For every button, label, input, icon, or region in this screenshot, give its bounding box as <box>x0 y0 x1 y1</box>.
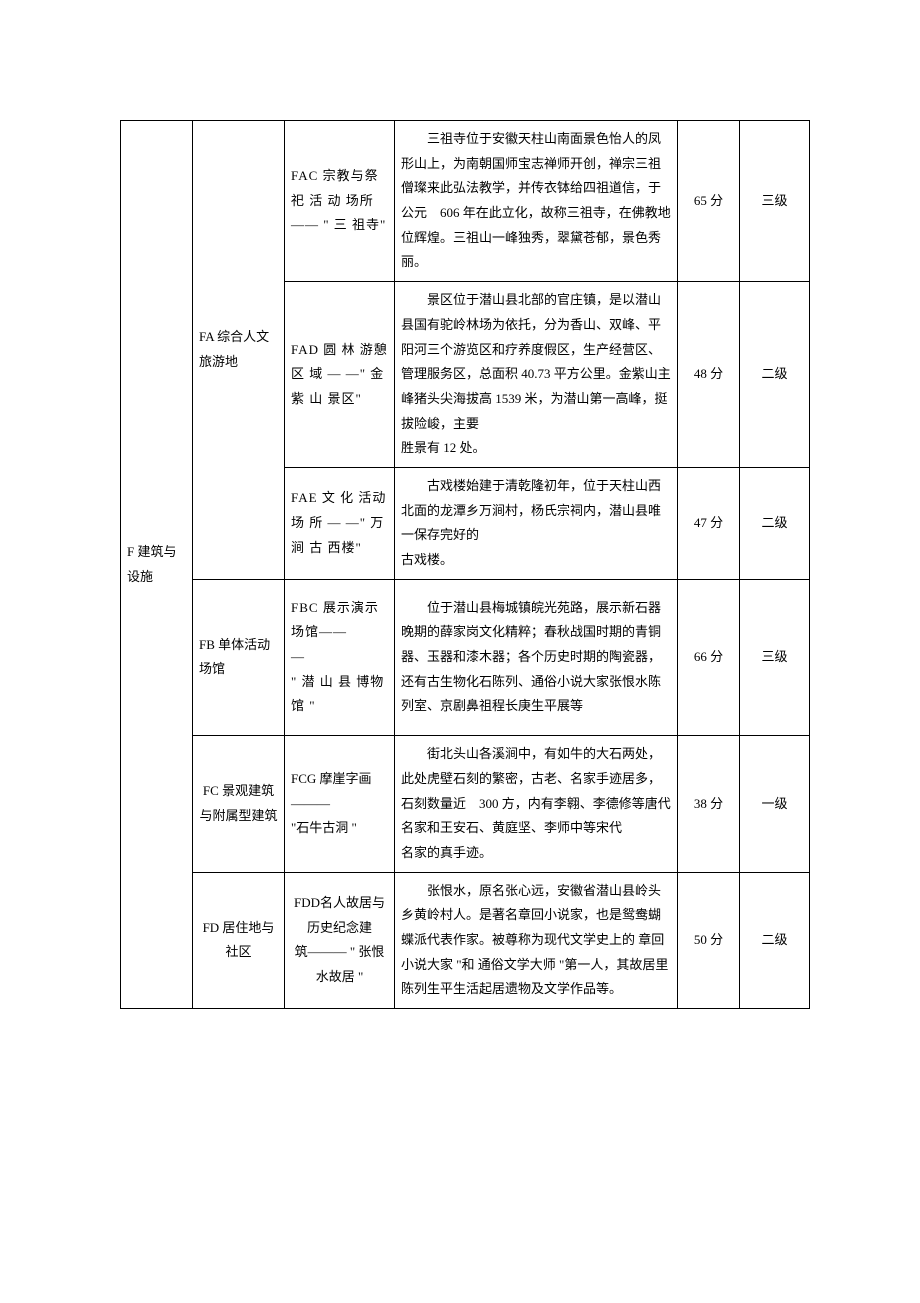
desc-text: 三祖寺位于安徽天柱山南面景色怡人的凤形山上，为南朝国师宝志禅师开创，禅宗三祖僧璨… <box>401 131 671 269</box>
cell-description: 三祖寺位于安徽天柱山南面景色怡人的凤形山上，为南朝国师宝志禅师开创，禅宗三祖僧璨… <box>395 121 678 282</box>
cell-grade: 一级 <box>740 736 810 872</box>
score-text: 38 分 <box>694 796 723 811</box>
cell-code: FAD 圆 林 游憩 区 域 — —" 金 紫 山 景区" <box>285 282 395 468</box>
cell-code: FDD名人故居与历史纪念建筑——— " 张恨水故居 " <box>285 872 395 1008</box>
resource-table: F 建筑与设施 FA 综合人文旅游地 FAC 宗教与祭 祀 活 动 场所—— "… <box>120 120 810 1009</box>
cell-code: FBC 展示演示场馆———" 潜 山 县 博物馆 " <box>285 579 395 735</box>
code-label: FAE 文 化 活动 场 所 — —" 万 涧 古 西楼" <box>291 490 386 554</box>
table-row: FD 居住地与社区 FDD名人故居与历史纪念建筑——— " 张恨水故居 " 张恨… <box>121 872 810 1008</box>
cell-description: 位于潜山县梅城镇皖光苑路，展示新石器晚期的薛家岗文化精粹；春秋战国时期的青铜器、… <box>395 579 678 735</box>
cell-grade: 三级 <box>740 579 810 735</box>
cell-grade: 三级 <box>740 121 810 282</box>
document-page: F 建筑与设施 FA 综合人文旅游地 FAC 宗教与祭 祀 活 动 场所—— "… <box>0 0 920 1069</box>
cell-description: 张恨水，原名张心远，安徽省潜山县岭头乡黄岭村人。是著名章回小说家，也是鸳鸯蝴蝶派… <box>395 872 678 1008</box>
cell-main-category: F 建筑与设施 <box>121 121 193 1009</box>
code-label: FCG 摩崖字画———"石牛古洞 " <box>291 771 372 835</box>
code-label: FAC 宗教与祭 祀 活 动 场所—— " 三 祖寺" <box>291 168 386 232</box>
grade-text: 三级 <box>761 649 787 664</box>
desc-text: 街北头山各溪涧中，有如牛的大石两处，此处虎壁石刻的繁密，古老、名家手迹居多，石刻… <box>401 746 671 860</box>
cell-score: 47 分 <box>678 467 740 579</box>
grade-text: 二级 <box>761 932 787 947</box>
score-text: 66 分 <box>694 649 723 664</box>
cell-code: FCG 摩崖字画———"石牛古洞 " <box>285 736 395 872</box>
cell-score: 38 分 <box>678 736 740 872</box>
main-label: F 建筑与设施 <box>127 544 176 584</box>
cell-grade: 二级 <box>740 872 810 1008</box>
sub-label: FB 单体活动场馆 <box>199 637 270 677</box>
cell-sub-category: FA 综合人文旅游地 <box>193 121 285 580</box>
cell-sub-category: FC 景观建筑与附属型建筑 <box>193 736 285 872</box>
grade-text: 二级 <box>761 366 787 381</box>
score-text: 65 分 <box>694 193 723 208</box>
cell-score: 65 分 <box>678 121 740 282</box>
cell-code: FAE 文 化 活动 场 所 — —" 万 涧 古 西楼" <box>285 467 395 579</box>
cell-description: 古戏楼始建于清乾隆初年，位于天柱山西北面的龙潭乡万涧村，杨氏宗祠内，潜山县唯一保… <box>395 467 678 579</box>
desc-text: 古戏楼始建于清乾隆初年，位于天柱山西北面的龙潭乡万涧村，杨氏宗祠内，潜山县唯一保… <box>401 478 661 567</box>
table-row: FC 景观建筑与附属型建筑 FCG 摩崖字画———"石牛古洞 " 街北头山各溪涧… <box>121 736 810 872</box>
cell-score: 50 分 <box>678 872 740 1008</box>
desc-text: 景区位于潜山县北部的官庄镇，是以潜山县国有驼岭林场为依托，分为香山、双峰、平阳河… <box>401 292 671 455</box>
score-text: 50 分 <box>694 932 723 947</box>
cell-grade: 二级 <box>740 467 810 579</box>
cell-description: 街北头山各溪涧中，有如牛的大石两处，此处虎壁石刻的繁密，古老、名家手迹居多，石刻… <box>395 736 678 872</box>
desc-text: 张恨水，原名张心远，安徽省潜山县岭头乡黄岭村人。是著名章回小说家，也是鸳鸯蝴蝶派… <box>401 883 668 997</box>
cell-description: 景区位于潜山县北部的官庄镇，是以潜山县国有驼岭林场为依托，分为香山、双峰、平阳河… <box>395 282 678 468</box>
grade-text: 一级 <box>761 796 787 811</box>
score-text: 48 分 <box>694 366 723 381</box>
score-text: 47 分 <box>694 515 723 530</box>
code-label: FBC 展示演示场馆———" 潜 山 县 博物馆 " <box>291 600 384 714</box>
cell-score: 66 分 <box>678 579 740 735</box>
grade-text: 三级 <box>761 193 787 208</box>
table-row: FB 单体活动场馆 FBC 展示演示场馆———" 潜 山 县 博物馆 " 位于潜… <box>121 579 810 735</box>
code-label: FDD名人故居与历史纪念建筑——— " 张恨水故居 " <box>294 895 385 984</box>
sub-label: FC 景观建筑与附属型建筑 <box>199 783 277 823</box>
cell-score: 48 分 <box>678 282 740 468</box>
sub-label: FA 综合人文旅游地 <box>199 329 269 369</box>
cell-sub-category: FB 单体活动场馆 <box>193 579 285 735</box>
grade-text: 二级 <box>761 515 787 530</box>
cell-sub-category: FD 居住地与社区 <box>193 872 285 1008</box>
cell-code: FAC 宗教与祭 祀 活 动 场所—— " 三 祖寺" <box>285 121 395 282</box>
cell-grade: 二级 <box>740 282 810 468</box>
table-row: F 建筑与设施 FA 综合人文旅游地 FAC 宗教与祭 祀 活 动 场所—— "… <box>121 121 810 282</box>
sub-label: FD 居住地与社区 <box>203 920 275 960</box>
desc-text: 位于潜山县梅城镇皖光苑路，展示新石器晚期的薛家岗文化精粹；春秋战国时期的青铜器、… <box>401 600 661 714</box>
code-label: FAD 圆 林 游憩 区 域 — —" 金 紫 山 景区" <box>291 342 388 406</box>
